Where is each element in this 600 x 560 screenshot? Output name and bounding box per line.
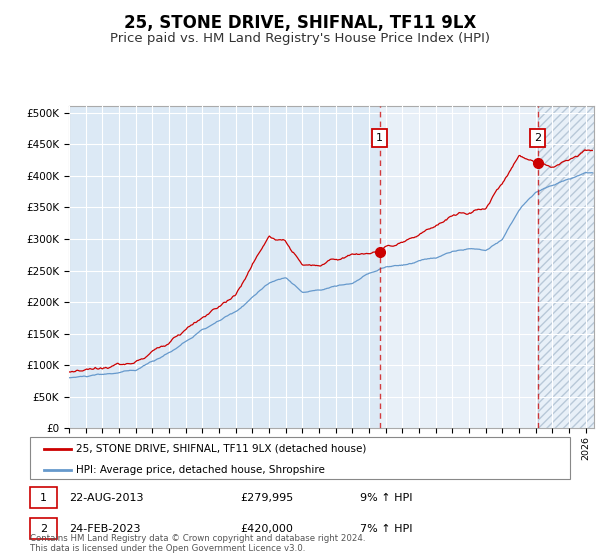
Bar [380, 106, 594, 428]
Text: 25, STONE DRIVE, SHIFNAL, TF11 9LX (detached house): 25, STONE DRIVE, SHIFNAL, TF11 9LX (deta… [76, 444, 366, 454]
Text: 9% ↑ HPI: 9% ↑ HPI [360, 493, 413, 503]
Text: 25, STONE DRIVE, SHIFNAL, TF11 9LX: 25, STONE DRIVE, SHIFNAL, TF11 9LX [124, 14, 476, 32]
Text: Price paid vs. HM Land Registry's House Price Index (HPI): Price paid vs. HM Land Registry's House … [110, 32, 490, 45]
Text: 2: 2 [534, 133, 541, 143]
Text: 24-FEB-2023: 24-FEB-2023 [69, 524, 140, 534]
Text: HPI: Average price, detached house, Shropshire: HPI: Average price, detached house, Shro… [76, 465, 325, 474]
FancyBboxPatch shape [30, 437, 570, 479]
Bar [538, 106, 594, 428]
Text: 7% ↑ HPI: 7% ↑ HPI [360, 524, 413, 534]
Text: 1: 1 [376, 133, 383, 143]
Text: £420,000: £420,000 [240, 524, 293, 534]
Text: 22-AUG-2013: 22-AUG-2013 [69, 493, 143, 503]
Text: £279,995: £279,995 [240, 493, 293, 503]
Text: 2: 2 [40, 524, 47, 534]
Text: 1: 1 [40, 493, 47, 503]
Text: Contains HM Land Registry data © Crown copyright and database right 2024.
This d: Contains HM Land Registry data © Crown c… [30, 534, 365, 553]
